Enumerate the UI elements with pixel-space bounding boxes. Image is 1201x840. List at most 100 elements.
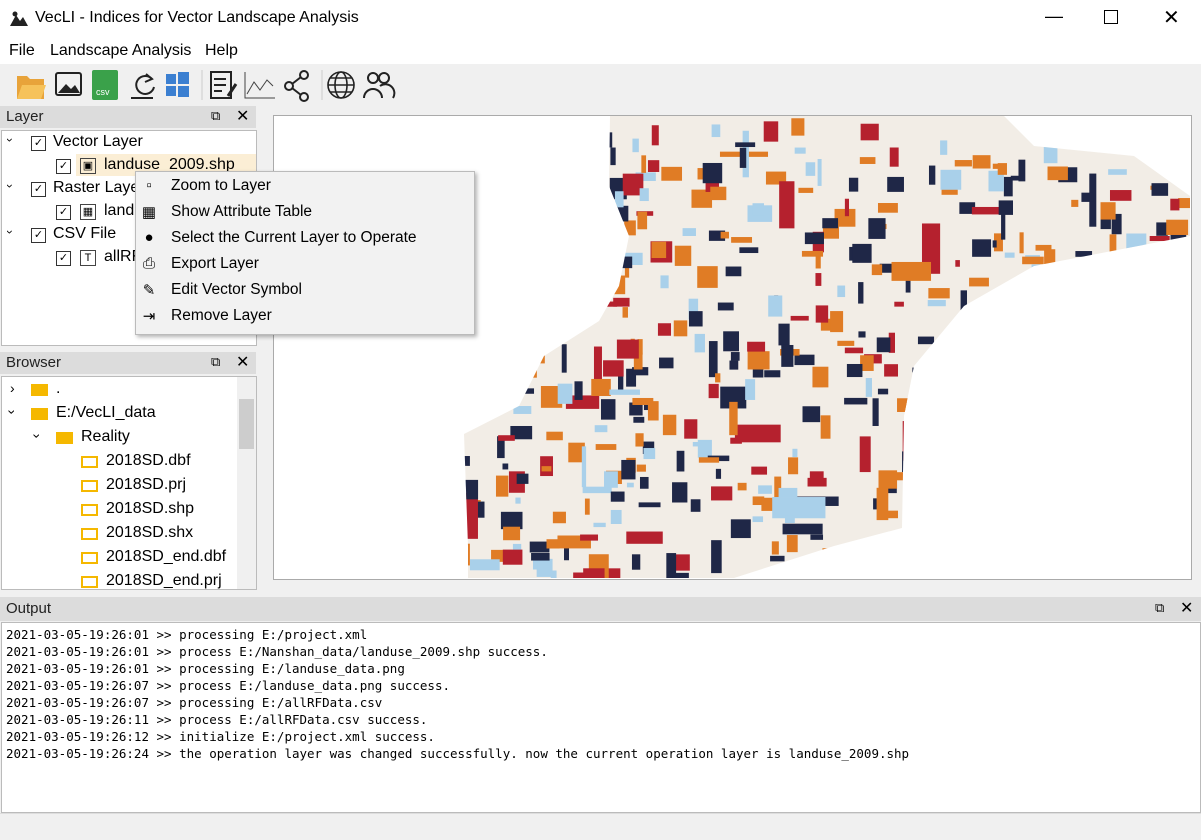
land-parcel bbox=[1156, 222, 1167, 235]
close-panel-button[interactable]: ✕ bbox=[1180, 598, 1193, 618]
land-parcel bbox=[1153, 566, 1167, 578]
tool-users[interactable] bbox=[364, 73, 394, 98]
land-parcel bbox=[579, 133, 587, 147]
land-parcel bbox=[961, 290, 967, 311]
browser-item[interactable]: E:/VecLI_data bbox=[56, 404, 156, 422]
context-menu-item[interactable]: Export Layer bbox=[171, 255, 259, 273]
land-parcel bbox=[753, 203, 764, 215]
expand-arrow[interactable]: › bbox=[4, 410, 20, 415]
land-parcel bbox=[1037, 574, 1043, 578]
browser-item[interactable]: 2018SD_end.prj bbox=[106, 572, 222, 590]
float-button[interactable]: ⧉ bbox=[211, 354, 220, 370]
menu-item[interactable]: Help bbox=[205, 42, 238, 60]
land-parcel bbox=[703, 163, 722, 183]
land-parcel bbox=[559, 283, 570, 301]
land-parcel bbox=[792, 449, 797, 457]
browser-item[interactable]: 2018SD.prj bbox=[106, 476, 186, 494]
expand-arrow[interactable]: › bbox=[3, 184, 17, 188]
land-parcel bbox=[501, 512, 523, 529]
tool-network[interactable] bbox=[285, 71, 308, 101]
browser-item[interactable]: Reality bbox=[81, 428, 130, 446]
land-parcel bbox=[940, 140, 947, 154]
checkbox[interactable]: ✓ bbox=[31, 182, 46, 197]
minimize-button[interactable]: — bbox=[1045, 6, 1063, 27]
land-parcel bbox=[476, 315, 494, 359]
close-panel-button[interactable]: ✕ bbox=[236, 106, 249, 126]
tool-csv[interactable]: csv bbox=[92, 70, 118, 100]
land-parcel bbox=[542, 126, 558, 153]
browser-item[interactable]: 2018SD_end.dbf bbox=[106, 548, 226, 566]
land-parcel bbox=[510, 167, 523, 187]
land-parcel bbox=[1182, 550, 1189, 560]
browser-item[interactable]: 2018SD.dbf bbox=[106, 452, 191, 470]
tree-group-label[interactable]: CSV File bbox=[53, 225, 116, 243]
land-parcel bbox=[931, 391, 946, 397]
land-parcel bbox=[1056, 427, 1078, 439]
land-parcel bbox=[1170, 199, 1179, 211]
land-parcel bbox=[878, 389, 888, 395]
land-parcel bbox=[602, 302, 617, 307]
land-parcel bbox=[518, 302, 524, 327]
context-menu-item[interactable]: Select the Current Layer to Operate bbox=[171, 229, 417, 247]
tool-edit[interactable] bbox=[211, 72, 236, 98]
float-button[interactable]: ⧉ bbox=[1155, 600, 1164, 616]
land-parcel bbox=[469, 120, 474, 138]
status-bar bbox=[0, 813, 1201, 840]
tool-open[interactable] bbox=[17, 76, 46, 99]
land-parcel bbox=[806, 162, 816, 176]
checkbox[interactable]: ✓ bbox=[56, 159, 71, 174]
land-parcel bbox=[1020, 232, 1024, 253]
tree-group-label[interactable]: Vector Layer bbox=[53, 133, 143, 151]
menu-item[interactable]: Landscape Analysis bbox=[50, 42, 191, 60]
browser-item[interactable]: . bbox=[56, 380, 60, 398]
context-menu-item[interactable]: Remove Layer bbox=[171, 307, 272, 325]
tool-chart[interactable] bbox=[245, 72, 275, 98]
land-parcel bbox=[903, 421, 909, 461]
land-parcel bbox=[546, 432, 563, 441]
land-parcel bbox=[491, 122, 503, 137]
land-parcel bbox=[611, 510, 622, 524]
land-parcel bbox=[772, 497, 825, 518]
land-parcel bbox=[591, 379, 611, 396]
tool-refresh[interactable] bbox=[131, 74, 154, 98]
context-menu-item[interactable]: Edit Vector Symbol bbox=[171, 281, 302, 299]
land-parcel bbox=[1153, 299, 1161, 305]
checkbox[interactable]: ✓ bbox=[31, 136, 46, 151]
menu-icon: ▦ bbox=[141, 203, 157, 221]
land-parcel bbox=[693, 442, 712, 446]
tool-windows[interactable] bbox=[166, 72, 189, 97]
browser-item[interactable]: 2018SD.shx bbox=[106, 524, 193, 542]
land-parcel bbox=[788, 457, 798, 474]
land-parcel bbox=[1006, 440, 1019, 447]
checkbox[interactable]: ✓ bbox=[56, 205, 71, 220]
float-button[interactable]: ⧉ bbox=[211, 108, 220, 124]
menu-item[interactable]: File bbox=[9, 42, 35, 60]
study-area bbox=[464, 116, 1190, 578]
menu-icon: ● bbox=[141, 229, 157, 246]
land-parcel bbox=[524, 178, 528, 198]
maximize-button[interactable] bbox=[1104, 10, 1118, 24]
land-parcel bbox=[945, 482, 963, 489]
expand-arrow[interactable]: › bbox=[3, 138, 17, 142]
land-parcel bbox=[1120, 372, 1140, 387]
tree-group-label[interactable]: Raster Layer bbox=[53, 179, 145, 197]
context-menu-item[interactable]: Show Attribute Table bbox=[171, 203, 312, 221]
land-parcel bbox=[726, 267, 742, 277]
browser-item[interactable]: 2018SD.shp bbox=[106, 500, 194, 518]
land-parcel bbox=[1038, 446, 1058, 462]
tool-raster[interactable] bbox=[56, 73, 81, 95]
context-menu-item[interactable]: Zoom to Layer bbox=[171, 177, 271, 195]
close-button[interactable]: ✕ bbox=[1163, 5, 1180, 30]
tool-globe[interactable] bbox=[328, 72, 354, 98]
land-parcel bbox=[1032, 264, 1041, 280]
expand-arrow[interactable]: › bbox=[3, 230, 17, 234]
checkbox[interactable]: ✓ bbox=[31, 228, 46, 243]
expand-arrow[interactable]: › bbox=[10, 380, 15, 396]
expand-arrow[interactable]: › bbox=[29, 434, 45, 439]
checkbox[interactable]: ✓ bbox=[56, 251, 71, 266]
land-parcel bbox=[466, 134, 485, 148]
land-parcel bbox=[1117, 411, 1122, 429]
scrollbar-thumb[interactable] bbox=[239, 399, 254, 449]
close-panel-button[interactable]: ✕ bbox=[236, 352, 249, 372]
browser-tree: ›. › E:/VecLI_data › Reality 2018SD.dbf 2018SD… bbox=[1, 376, 257, 590]
